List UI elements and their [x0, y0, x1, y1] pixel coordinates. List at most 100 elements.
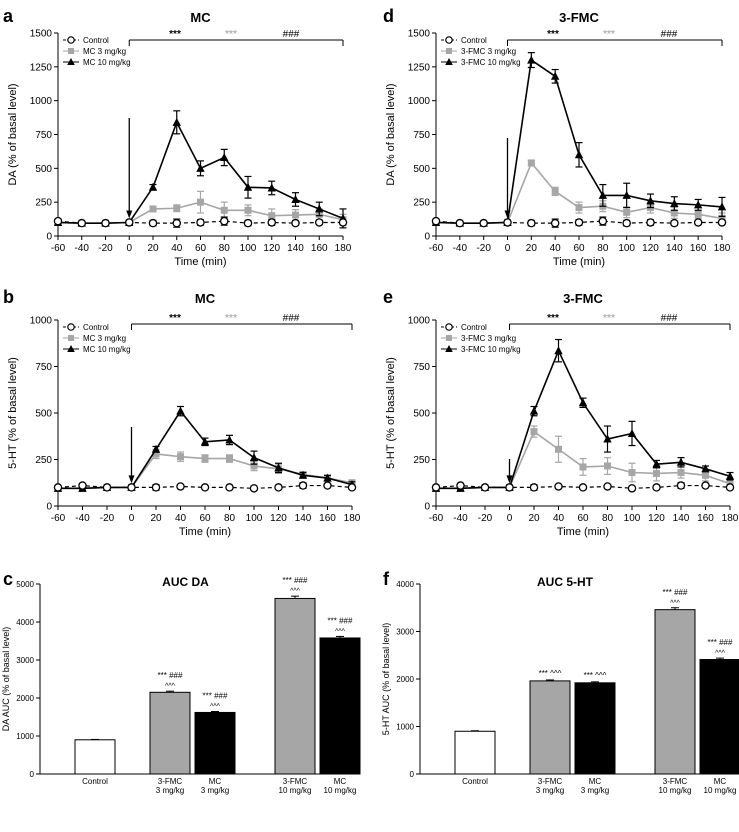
- data-point: [220, 153, 229, 162]
- data-point: [267, 218, 276, 227]
- legend-label: MC 10 mg/kg: [83, 58, 131, 67]
- y-tick-label: 2000: [16, 694, 34, 703]
- panel-title: AUC DA: [162, 575, 209, 589]
- data-point: [53, 216, 63, 226]
- data-point: [314, 218, 324, 227]
- y-tick-label: 500: [35, 164, 52, 175]
- data-point: [670, 209, 678, 217]
- category-label: 3 mg/kg: [156, 786, 184, 795]
- legend-marker: [68, 48, 74, 54]
- data-point: [604, 462, 611, 470]
- data-point: [148, 218, 158, 228]
- panel-letter: c: [3, 569, 13, 589]
- panel-letter: e: [383, 287, 393, 307]
- data-point: [670, 218, 679, 228]
- data-point: [717, 202, 727, 211]
- category-label: 10 mg/kg: [704, 786, 737, 795]
- data-point: [196, 163, 205, 172]
- data-point: [670, 199, 679, 208]
- data-point: [574, 218, 584, 227]
- series-control: [431, 481, 735, 493]
- data-point: [338, 218, 348, 227]
- y-tick-label: 500: [35, 409, 52, 420]
- data-point: [152, 450, 160, 458]
- y-tick-label: 1000: [30, 96, 53, 107]
- y-tick-label: 2000: [396, 675, 414, 684]
- x-tick-label: 140: [295, 513, 312, 524]
- data-point: [243, 218, 253, 228]
- series-3-fmc-3-mg-kg: [432, 425, 734, 492]
- bar: [149, 691, 191, 775]
- legend-marker: [445, 36, 453, 44]
- category-label: 3 mg/kg: [581, 786, 609, 795]
- x-tick-label: 60: [577, 513, 589, 524]
- y-tick-label: 750: [413, 130, 430, 141]
- data-point: [177, 453, 184, 461]
- x-tick-label: 40: [175, 513, 187, 524]
- x-tick-label: -40: [453, 513, 468, 524]
- x-tick-label: -60: [51, 513, 66, 524]
- data-point: [676, 481, 686, 490]
- category-label: 3 mg/kg: [201, 786, 229, 795]
- x-tick-label: 100: [240, 243, 257, 254]
- x-tick-label: 80: [224, 513, 236, 524]
- legend-label: 3-FMC 10 mg/kg: [461, 345, 521, 354]
- x-tick-label: 100: [618, 243, 635, 254]
- data-point: [323, 481, 332, 490]
- significance-mark: *** ###: [708, 638, 733, 647]
- x-tick-label: 120: [263, 243, 280, 254]
- legend-marker: [67, 58, 75, 65]
- data-point: [677, 469, 685, 477]
- x-tick-label: -60: [429, 243, 444, 254]
- legend-marker: [446, 48, 452, 54]
- x-tick-label: 120: [648, 513, 665, 524]
- panel-letter: b: [3, 287, 14, 307]
- x-tick-label: -60: [51, 243, 66, 254]
- x-tick-label: 180: [722, 513, 739, 524]
- legend-label: Control: [461, 323, 487, 332]
- data-point: [550, 71, 560, 80]
- legend-label: 3-FMC 3 mg/kg: [461, 47, 516, 56]
- x-tick-label: 40: [550, 243, 562, 254]
- legend-marker: [68, 335, 74, 341]
- x-tick-label: 80: [602, 513, 614, 524]
- category-label: 3-FMC: [538, 777, 563, 786]
- data-point: [250, 462, 258, 470]
- y-tick-label: 4000: [16, 618, 34, 627]
- x-tick-label: 0: [507, 513, 513, 524]
- significance-mark: ***: [169, 313, 181, 324]
- data-point: [554, 346, 563, 355]
- series-control: [431, 216, 727, 228]
- x-tick-label: 120: [270, 513, 287, 524]
- x-tick-label: 0: [505, 243, 511, 254]
- significance-mark: ###: [283, 313, 300, 324]
- data-point: [274, 483, 283, 492]
- panel-title: MC: [190, 10, 211, 25]
- series-line: [58, 409, 353, 490]
- x-tick-label: -40: [75, 243, 90, 254]
- legend-marker: [67, 323, 75, 331]
- y-axis-label: DA (% of basal level): [385, 83, 397, 185]
- y-tick-label: 0: [30, 770, 35, 779]
- data-point: [200, 483, 210, 492]
- data-point: [291, 194, 300, 203]
- y-tick-label: 1500: [408, 29, 431, 40]
- significance-mark: *** ###: [158, 671, 183, 680]
- y-axis-label: 5-HT AUC (% of basal level): [381, 623, 391, 735]
- x-tick-label: 120: [642, 243, 659, 254]
- injection-arrow-head: [128, 475, 135, 484]
- x-tick-label: 80: [219, 243, 231, 254]
- data-point: [551, 187, 559, 195]
- x-tick-label: 140: [287, 243, 304, 254]
- data-point: [298, 481, 308, 490]
- significance-mark: ***: [547, 29, 559, 40]
- data-point: [151, 444, 161, 453]
- legend-label: 3-FMC 10 mg/kg: [461, 58, 521, 67]
- significance-mark: *** ###: [663, 588, 688, 597]
- significance-mark: ***: [603, 29, 615, 40]
- series-mc-10-mg-kg: [53, 405, 357, 492]
- data-point: [78, 481, 87, 490]
- y-tick-label: 250: [413, 455, 430, 466]
- data-point: [694, 210, 702, 218]
